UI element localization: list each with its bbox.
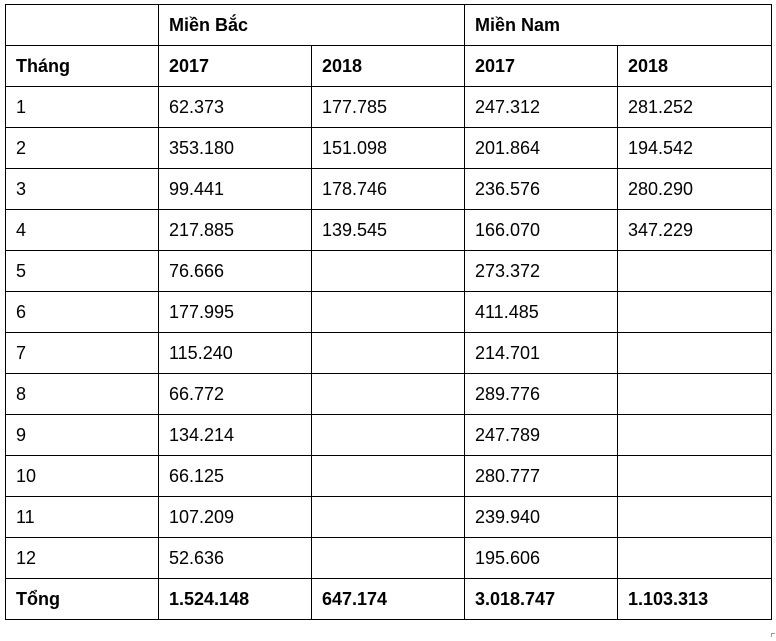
south-2017-cell: 280.777 [464,455,618,497]
month-cell: 1 [5,86,159,128]
north-2018-cell [311,373,465,415]
month-cell: 3 [5,168,159,210]
month-cell: 12 [5,537,159,579]
north-2017-header: 2017 [158,45,312,87]
north-2018-cell: 177.785 [311,86,465,128]
month-cell: 4 [5,209,159,251]
total-row: Tổng 1.524.148 647.174 3.018.747 1.103.3… [5,578,772,620]
north-2017-cell: 66.125 [158,455,312,497]
south-2017-cell: 201.864 [464,127,618,169]
column-header-row: Tháng 2017 2018 2017 2018 [5,45,772,87]
south-2017-cell: 273.372 [464,250,618,292]
south-2018-cell [617,414,772,456]
south-2018-cell [617,373,772,415]
table-row: 3 99.441 178.746 236.576 280.290 [5,168,772,210]
south-2017-total: 3.018.747 [464,578,618,620]
south-2017-cell: 247.312 [464,86,618,128]
month-cell: 8 [5,373,159,415]
north-2017-cell: 107.209 [158,496,312,538]
south-2018-cell [617,496,772,538]
table-row: 7 115.240 214.701 [5,332,772,374]
north-2018-cell [311,332,465,374]
table-body: Miền Bắc Miền Nam Tháng 2017 2018 2017 2… [5,4,772,620]
south-2017-cell: 411.485 [464,291,618,333]
north-2017-cell: 76.666 [158,250,312,292]
north-2018-cell: 151.098 [311,127,465,169]
region-header-row: Miền Bắc Miền Nam [5,4,772,46]
south-2018-cell: 347.229 [617,209,772,251]
north-2017-cell: 52.636 [158,537,312,579]
north-2018-cell [311,455,465,497]
north-2018-cell [311,291,465,333]
table-row: 10 66.125 280.777 [5,455,772,497]
south-2017-cell: 239.940 [464,496,618,538]
south-2017-cell: 247.789 [464,414,618,456]
north-2018-cell [311,250,465,292]
south-2018-cell [617,455,772,497]
month-cell: 7 [5,332,159,374]
north-2017-cell: 134.214 [158,414,312,456]
month-cell: 11 [5,496,159,538]
table-row: 4 217.885 139.545 166.070 347.229 [5,209,772,251]
month-cell: 9 [5,414,159,456]
region-south-header: Miền Nam [464,4,772,46]
north-2018-cell [311,496,465,538]
empty-corner-cell [5,4,159,46]
table-row: 6 177.995 411.485 [5,291,772,333]
north-2018-cell [311,537,465,579]
north-2018-cell: 178.746 [311,168,465,210]
table-resize-handle[interactable] [771,633,775,637]
region-north-header: Miền Bắc [158,4,465,46]
north-2018-cell: 139.545 [311,209,465,251]
south-2018-cell: 280.290 [617,168,772,210]
table-row: 9 134.214 247.789 [5,414,772,456]
north-2017-cell: 66.772 [158,373,312,415]
south-2017-cell: 214.701 [464,332,618,374]
south-2018-cell: 194.542 [617,127,772,169]
table-row: 1 62.373 177.785 247.312 281.252 [5,86,772,128]
total-label: Tổng [5,578,159,620]
north-2017-cell: 115.240 [158,332,312,374]
north-2018-header: 2018 [311,45,465,87]
south-2018-cell [617,332,772,374]
north-2017-cell: 217.885 [158,209,312,251]
month-cell: 6 [5,291,159,333]
month-cell: 2 [5,127,159,169]
data-table: Miền Bắc Miền Nam Tháng 2017 2018 2017 2… [5,4,772,620]
south-2018-cell: 281.252 [617,86,772,128]
table-row: 2 353.180 151.098 201.864 194.542 [5,127,772,169]
south-2018-cell [617,250,772,292]
north-2017-cell: 99.441 [158,168,312,210]
south-2017-cell: 236.576 [464,168,618,210]
south-2017-header: 2017 [464,45,618,87]
month-cell: 10 [5,455,159,497]
table-row: 5 76.666 273.372 [5,250,772,292]
south-2017-cell: 166.070 [464,209,618,251]
south-2018-header: 2018 [617,45,772,87]
north-2017-cell: 177.995 [158,291,312,333]
month-header: Tháng [5,45,159,87]
south-2018-cell [617,291,772,333]
south-2018-total: 1.103.313 [617,578,772,620]
north-2018-total: 647.174 [311,578,465,620]
north-2017-cell: 62.373 [158,86,312,128]
south-2018-cell [617,537,772,579]
month-cell: 5 [5,250,159,292]
table-row: 11 107.209 239.940 [5,496,772,538]
table-row: 8 66.772 289.776 [5,373,772,415]
south-2017-cell: 289.776 [464,373,618,415]
north-2018-cell [311,414,465,456]
south-2017-cell: 195.606 [464,537,618,579]
north-2017-total: 1.524.148 [158,578,312,620]
table-row: 12 52.636 195.606 [5,537,772,579]
north-2017-cell: 353.180 [158,127,312,169]
